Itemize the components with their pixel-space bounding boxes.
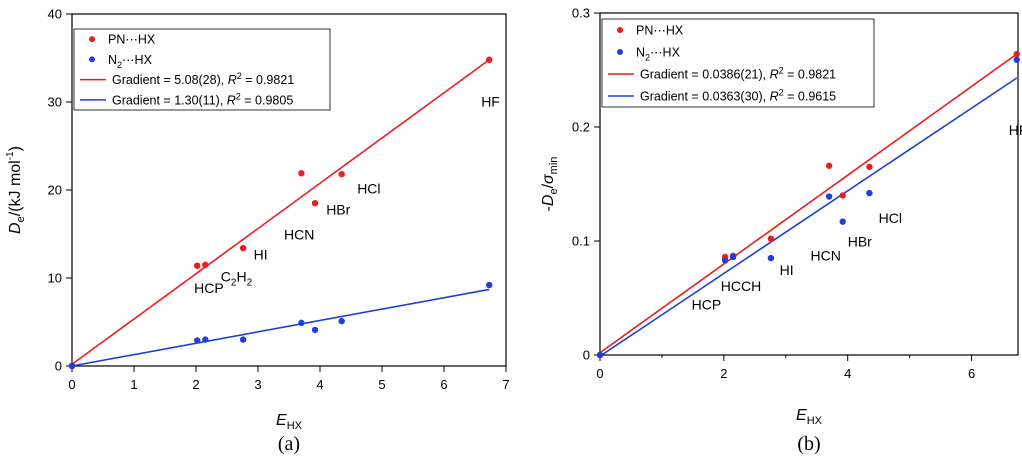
point-annotation: HBr (326, 202, 350, 218)
panel-label: (a) (278, 433, 300, 455)
legend-box (601, 18, 875, 108)
legend-label: PN⋯HX (108, 33, 156, 47)
point-annotation: HCN (811, 247, 841, 263)
x-tick-label: 5 (378, 377, 385, 392)
data-point (202, 336, 209, 343)
legend-label: Gradient = 0.0363(30), R2 = 0.9615 (640, 88, 836, 104)
y-tick-label: 0 (55, 359, 62, 374)
data-point (825, 193, 833, 200)
data-point (194, 262, 201, 269)
data-point (721, 257, 729, 264)
x-tick-label: 7 (502, 377, 509, 392)
chart-panel-2: 0 2 4 6 0 0.1 0.2 0.3 EHX -De/σmin (b) HF HCl HBr HCN H… (540, 6, 1022, 456)
data-point (68, 362, 76, 370)
legend-marker (89, 56, 95, 63)
y-tick-label: 0.2 (572, 120, 590, 135)
data-point (239, 336, 247, 343)
x-axis-label: EHX (796, 407, 823, 427)
y-tick-label: 40 (48, 7, 62, 22)
y-tick-label: 0.1 (572, 234, 590, 249)
x-tick-label: 6 (968, 366, 975, 381)
point-annotation: HF (481, 93, 500, 109)
y-tick-label: 30 (48, 95, 62, 110)
data-point (338, 170, 345, 178)
y-tick-label: 0.3 (572, 6, 590, 21)
data-point (486, 56, 493, 63)
legend-marker (617, 27, 623, 33)
data-point (1013, 56, 1020, 63)
x-tick-label: 2 (192, 377, 199, 392)
data-point (1013, 50, 1020, 58)
legend-label: Gradient = 5.08(28), R2 = 0.9821 (112, 71, 294, 87)
legend-label: N2⋯HX (108, 53, 153, 70)
legend-marker (617, 49, 623, 55)
point-annotation: HBr (848, 234, 872, 250)
data-point (298, 319, 305, 327)
data-point (767, 254, 775, 262)
data-point (866, 163, 873, 171)
point-annotation: HCP (194, 280, 224, 296)
fit-line (71, 59, 490, 365)
y-tick-label: 20 (48, 183, 62, 198)
data-point (729, 253, 737, 261)
point-annotation: HCl (357, 181, 380, 197)
y-axis-label: -De/σmin (540, 157, 560, 212)
y-tick-label: 10 (48, 271, 62, 286)
point-annotation: C2H2 (221, 269, 253, 289)
y-tick-label: 0 (583, 348, 590, 363)
data-point (298, 170, 305, 177)
data-point (486, 281, 493, 289)
legend-box (73, 28, 331, 111)
data-point (596, 351, 604, 359)
legend-label: Gradient = 1.30(11), R2 = 0.9805 (112, 91, 293, 107)
legend-label: PN⋯HX (636, 24, 684, 38)
legend-label: N2⋯HX (636, 46, 681, 63)
point-annotation: HCN (284, 226, 314, 242)
x-tick-label: 0 (68, 377, 75, 392)
x-tick-label: 0 (596, 366, 603, 381)
point-annotation: HCP (692, 296, 722, 312)
point-annotation: HCCH (721, 278, 761, 294)
point-annotation: HF (1009, 122, 1022, 138)
data-point (311, 200, 319, 207)
fit-line (599, 77, 1018, 357)
x-tick-label: 4 (316, 377, 323, 392)
x-tick-label: 6 (440, 377, 447, 392)
point-annotation: HI (780, 262, 794, 278)
x-tick-label: 3 (254, 377, 261, 392)
data-point (194, 337, 201, 344)
data-point (839, 218, 846, 225)
x-tick-label: 4 (844, 366, 851, 381)
x-tick-label: 2 (720, 366, 727, 381)
legend-label: Gradient = 0.0386(21), R2 = 0.9821 (640, 66, 836, 82)
fit-line (599, 53, 1018, 354)
legend-marker (89, 36, 95, 43)
data-point (338, 317, 345, 325)
data-point (767, 235, 775, 242)
data-point (839, 192, 846, 199)
plot-frame (599, 12, 1019, 356)
x-tick-label: 1 (130, 377, 137, 392)
panel-label: (b) (797, 433, 820, 455)
point-annotation: HI (254, 247, 268, 263)
data-point (202, 261, 209, 268)
fit-line (71, 288, 490, 367)
legend: PN⋯HX N2⋯HX Gradient = 0.0386(21), R2 = 0.… (601, 18, 875, 108)
data-point (239, 244, 247, 252)
chart-panel-1: 0 1 2 3 4 5 6 7 0 10 20 30 40 EHX De/(kJ mol-1) (a) HF HC… (5, 7, 510, 456)
data-point (311, 326, 319, 334)
x-axis-label: EHX (276, 412, 303, 432)
point-annotation: HCl (879, 210, 902, 226)
data-point (825, 162, 833, 169)
data-point (866, 189, 873, 197)
y-axis-label: De/(kJ mol-1) (5, 146, 27, 234)
